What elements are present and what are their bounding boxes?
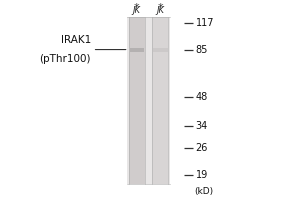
Bar <box>127 17 170 184</box>
Text: 117: 117 <box>196 18 214 28</box>
Text: JK: JK <box>133 6 141 15</box>
Text: 85: 85 <box>196 45 208 55</box>
Text: IRAK1: IRAK1 <box>61 35 91 45</box>
Text: 19: 19 <box>196 170 208 180</box>
Bar <box>153 48 167 52</box>
Text: *: * <box>158 3 163 13</box>
Text: 34: 34 <box>196 121 208 131</box>
Bar <box>130 48 144 52</box>
Bar <box>129 17 145 184</box>
Text: (kD): (kD) <box>194 187 213 196</box>
Text: JK: JK <box>156 6 164 15</box>
Text: (pThr100): (pThr100) <box>40 54 91 64</box>
Text: *: * <box>134 3 140 13</box>
Text: 26: 26 <box>196 143 208 153</box>
Bar <box>152 17 168 184</box>
Text: 48: 48 <box>196 92 208 102</box>
